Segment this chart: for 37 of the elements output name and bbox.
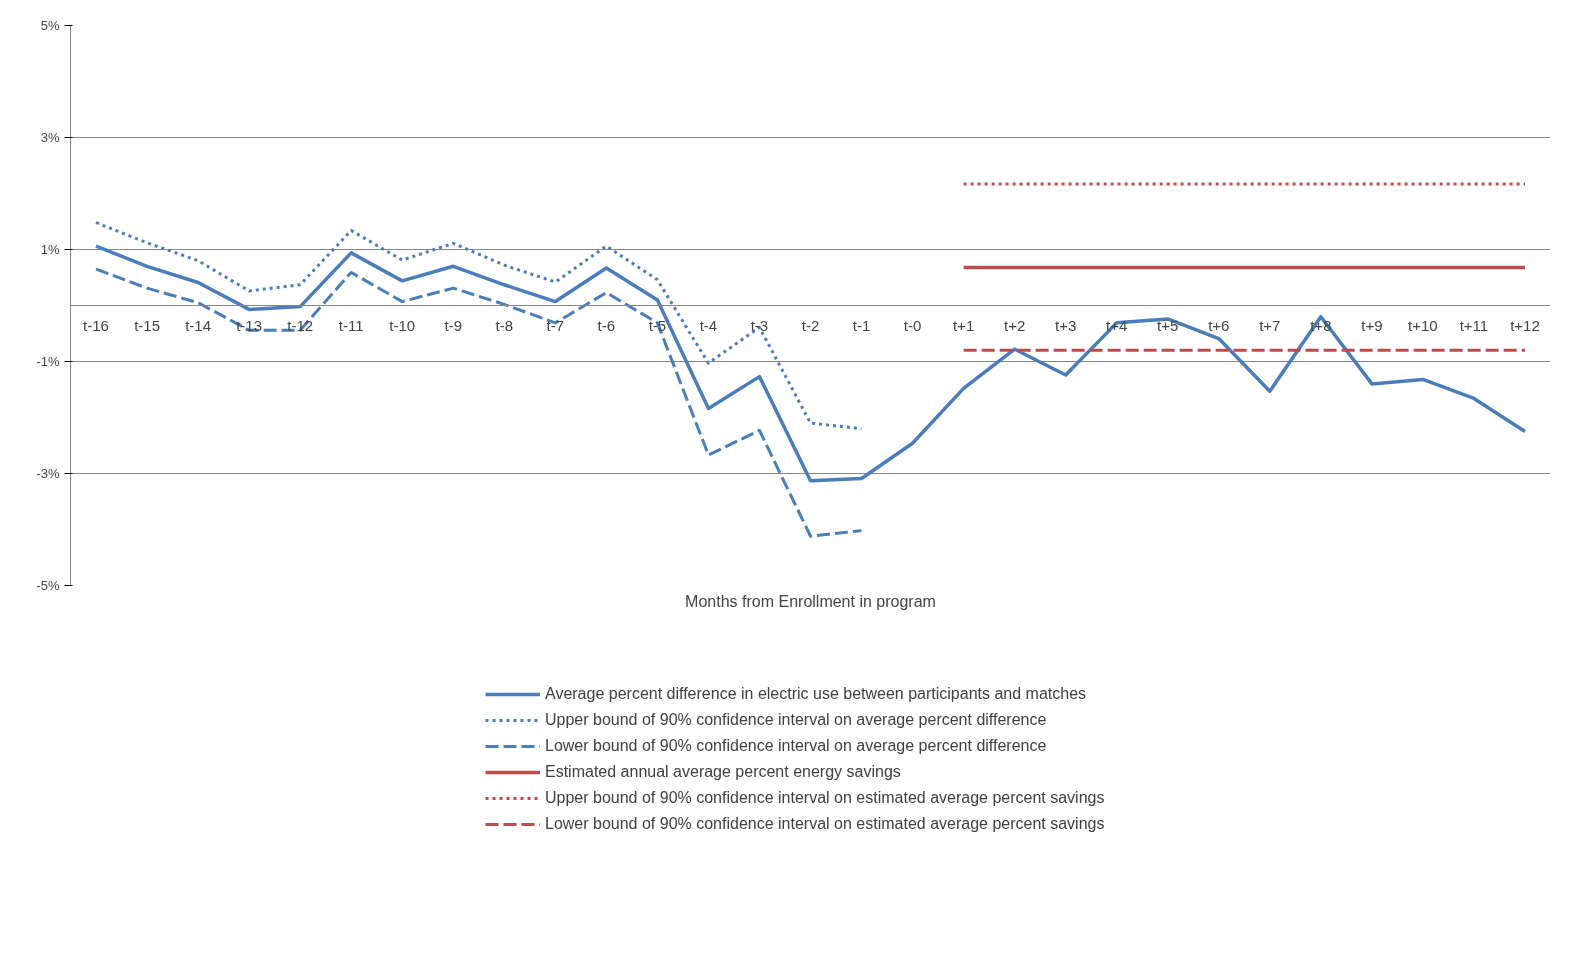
y-tick-label: 3% [40,130,60,145]
x-axis-title: Months from Enrollment in program [685,592,936,610]
x-tick-label: t+9 [1361,316,1383,334]
legend-label: Estimated annual average percent energy savings [545,763,901,781]
x-tick-label: t-6 [597,316,616,334]
legend-label: Upper bound of 90% confidence interval on estimated average percent savings [545,789,1105,807]
x-tick-label: t+12 [1510,316,1540,334]
x-tick-label: t-0 [903,316,922,334]
legend-label: Lower bound of 90% confidence interval on estimated average percent savings [545,815,1105,833]
x-tick-label: t-14 [185,316,212,334]
x-tick-label: t+11 [1459,316,1489,334]
x-tick-label: t-9 [444,316,463,334]
y-tick-label: -3% [36,466,60,481]
y-tick-label: 1% [40,242,60,257]
x-tick-label: t+6 [1208,316,1230,334]
x-tick-label: t+1 [952,316,975,334]
x-tick-label: t+10 [1408,316,1438,334]
x-tick-label: t-8 [495,316,514,334]
legend-label: Upper bound of 90% confidence interval on average percent difference [545,711,1047,729]
x-tick-label: t-10 [389,316,416,334]
x-tick-label: t-11 [338,316,364,334]
legend-label: Average percent difference in electric use between participants and matches [545,685,1087,703]
y-tick-label: -5% [36,578,60,593]
x-tick-label: t-15 [134,316,160,334]
y-tick-label: -1% [36,354,60,369]
x-tick-label: t-16 [83,316,109,334]
x-tick-label: t+7 [1259,316,1281,334]
x-tick-label: t-2 [801,316,820,334]
x-tick-label: t-1 [852,316,871,334]
legend-label: Lower bound of 90% confidence interval on average percent difference [545,737,1047,755]
y-tick-label: 5% [40,18,60,33]
x-tick-label: t+5 [1157,316,1179,334]
x-tick-label: t-7 [546,316,565,334]
x-tick-label: t-4 [699,316,718,334]
x-tick-label: t+3 [1055,316,1077,334]
x-tick-label: t+2 [1004,316,1026,334]
x-tick-label: t-3 [750,316,769,334]
